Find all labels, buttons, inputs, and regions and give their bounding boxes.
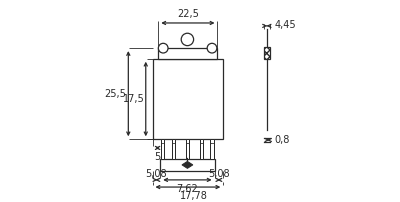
Polygon shape xyxy=(182,161,193,168)
Bar xyxy=(186,139,189,159)
Text: 17,5: 17,5 xyxy=(122,94,144,104)
Circle shape xyxy=(207,43,217,53)
Text: 5,08: 5,08 xyxy=(208,169,230,179)
Bar xyxy=(160,159,214,171)
Text: 0,8: 0,8 xyxy=(274,135,290,145)
Bar xyxy=(152,59,223,139)
Text: 7,62: 7,62 xyxy=(176,184,198,194)
Text: 5: 5 xyxy=(154,152,161,162)
Text: 17,78: 17,78 xyxy=(180,190,208,201)
Bar xyxy=(210,139,214,159)
Text: 22,5: 22,5 xyxy=(177,9,199,19)
Text: 4,45: 4,45 xyxy=(275,20,296,30)
Text: 25,5: 25,5 xyxy=(104,89,126,99)
Bar xyxy=(158,48,218,59)
Text: 5,08: 5,08 xyxy=(146,169,167,179)
Circle shape xyxy=(158,43,168,53)
Bar xyxy=(161,139,164,159)
Bar xyxy=(264,47,270,59)
Circle shape xyxy=(181,33,194,46)
Bar xyxy=(200,139,203,159)
Bar xyxy=(172,139,175,159)
